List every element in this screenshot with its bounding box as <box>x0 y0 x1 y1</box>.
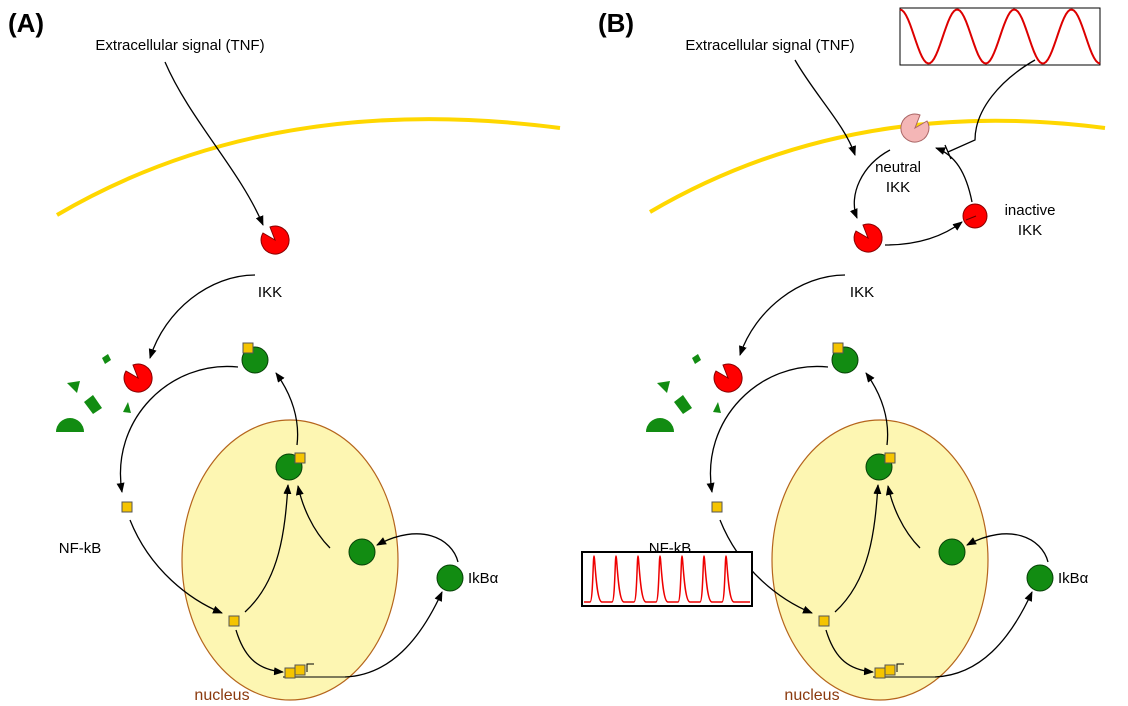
ikk-label: IKK <box>258 284 282 301</box>
neutral-ikk-label: neutral <box>875 159 921 176</box>
fragment <box>102 354 111 364</box>
pathway-lower-b <box>646 343 1053 700</box>
membrane <box>57 119 560 215</box>
arrow <box>740 275 845 355</box>
ikk-icon <box>261 226 289 254</box>
panel-label: (A) <box>8 8 44 38</box>
ikba-icon <box>437 565 463 591</box>
nfkb-icon <box>229 616 239 626</box>
pathway-lower <box>56 343 463 700</box>
panel-label: (B) <box>598 8 634 38</box>
arrow <box>165 62 263 225</box>
fragment <box>123 402 131 413</box>
ikk-label: IKK <box>850 284 874 301</box>
nfkb-label: NF-kB <box>59 540 102 557</box>
panel-a-upper <box>57 62 560 358</box>
neutral-ikk-label: IKK <box>886 179 910 196</box>
ikba-icon <box>349 539 375 565</box>
inactive-ikk-label: inactive <box>1005 202 1056 219</box>
ikba-label: IkBα <box>1058 570 1089 587</box>
nucleus-label: nucleus <box>194 687 249 704</box>
diagram: (A) Extracellular signal (TNF) IKK NF-kB… <box>0 0 1128 706</box>
fragment <box>84 395 102 414</box>
nfkb-label: NF-kB <box>649 540 692 557</box>
nfkb-icon <box>122 502 132 512</box>
nfkb-icon <box>295 665 305 675</box>
inhibition-bar <box>945 145 951 159</box>
inactive-ikk-label: IKK <box>1018 222 1042 239</box>
signal-label: Extracellular signal (TNF) <box>685 37 854 54</box>
nfkb-icon <box>243 343 253 353</box>
arrow <box>150 275 255 358</box>
ikk-icon <box>854 224 882 252</box>
signal-label: Extracellular signal (TNF) <box>95 37 264 54</box>
nfkb-icon <box>285 668 295 678</box>
neutral-ikk-icon <box>901 114 929 142</box>
inhibition <box>948 60 1035 152</box>
ikba-label: IkBα <box>468 570 499 587</box>
fragment <box>56 418 84 432</box>
ikk-icon <box>124 364 152 392</box>
fragment <box>67 381 80 393</box>
body: (A) Extracellular signal (TNF) IKK NF-kB… <box>0 0 1128 706</box>
nucleus-label: nucleus <box>784 687 839 704</box>
page: NF-kB signalling diagram {"panels": [ {"… <box>0 0 1128 706</box>
arrow <box>885 222 962 245</box>
nfkb-icon <box>295 453 305 463</box>
arrow <box>936 148 972 202</box>
